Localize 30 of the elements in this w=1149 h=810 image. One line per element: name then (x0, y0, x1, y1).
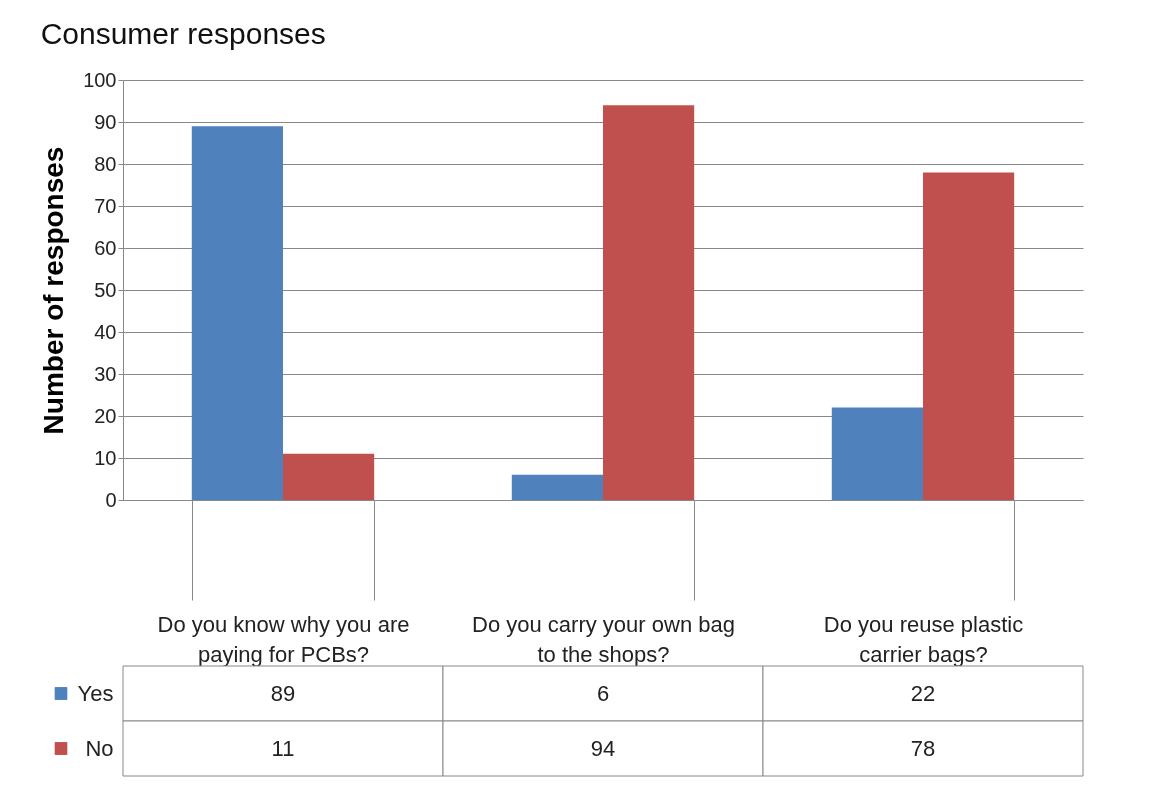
y-tick-label: 50 (94, 278, 117, 301)
y-tick-label: 70 (94, 194, 117, 217)
x-tick-label: Do you reuse plastic carrier bags? (823, 611, 1024, 667)
y-tick-label: 10 (94, 446, 117, 469)
chart-title: Consumer responses (40, 17, 326, 50)
y-tick-label: 90 (94, 110, 117, 133)
bar (831, 407, 923, 500)
data-label: 89 (270, 680, 296, 706)
y-tick-label: 20 (94, 404, 117, 427)
data-label: 94 (590, 735, 616, 761)
legend-label: Yes (77, 680, 114, 706)
bar (511, 474, 603, 500)
data-label: 11 (271, 735, 295, 761)
y-tick-label: 60 (94, 236, 117, 259)
y-tick-label: 100 (83, 68, 117, 91)
y-tick-label: 0 (105, 488, 117, 511)
bar (283, 453, 375, 500)
bar (603, 105, 695, 500)
legend-label: No (85, 735, 114, 761)
y-tick-label: 30 (94, 362, 117, 385)
data-label: 6 (596, 680, 610, 706)
y-axis-title: Number of responses (38, 146, 70, 435)
y-tick-label: 80 (94, 152, 117, 175)
data-label: 22 (910, 680, 936, 706)
y-tick-label: 40 (94, 320, 117, 343)
x-tick-label: Do you know why you are paying for PCBs? (157, 611, 410, 667)
bar (191, 126, 283, 500)
data-label: 78 (910, 735, 936, 761)
bar (923, 172, 1015, 500)
x-tick-label: Do you carry your own bag to the shops? (472, 611, 735, 667)
